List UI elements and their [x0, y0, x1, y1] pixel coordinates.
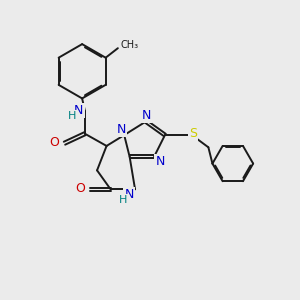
Text: N: N — [124, 188, 134, 201]
Text: O: O — [50, 136, 60, 149]
Text: N: N — [142, 109, 151, 122]
Text: N: N — [74, 104, 84, 117]
Text: O: O — [76, 182, 85, 195]
Text: N: N — [155, 155, 165, 168]
Text: H: H — [68, 110, 76, 121]
Text: S: S — [189, 127, 197, 140]
Text: H: H — [119, 195, 127, 205]
Text: CH₃: CH₃ — [120, 40, 138, 50]
Text: N: N — [116, 123, 126, 136]
